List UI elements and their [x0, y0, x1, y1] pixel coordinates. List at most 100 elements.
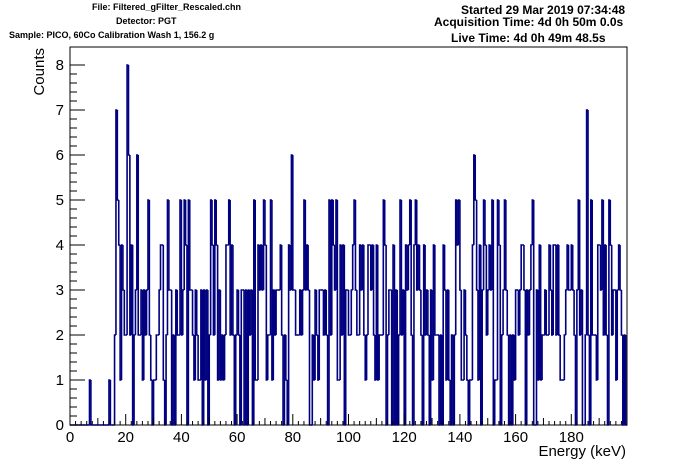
- histogram-bin: [612, 289, 615, 335]
- histogram-bin: [184, 200, 187, 246]
- histogram-bin: [292, 155, 295, 291]
- x-tick-label: 160: [503, 429, 528, 446]
- y-tick-label: 7: [56, 102, 64, 119]
- histogram-bin: [571, 245, 575, 291]
- histogram-bin: [549, 245, 552, 291]
- histogram-bin: [505, 200, 508, 291]
- histogram-bin: [413, 244, 416, 425]
- histogram-bin: [223, 334, 226, 380]
- histogram-bin: [545, 290, 548, 336]
- histogram-bin: [518, 289, 522, 335]
- histogram-bin: [162, 245, 165, 381]
- histogram-bin: [559, 335, 562, 381]
- histogram-bin: [486, 289, 490, 335]
- histogram-bin: [453, 334, 456, 425]
- histogram-bin: [127, 65, 130, 156]
- x-tick-label: 100: [336, 429, 361, 446]
- y-tick-label: 1: [56, 372, 64, 389]
- histogram-bin: [188, 200, 192, 291]
- histogram-bin: [434, 245, 437, 336]
- x-tick-label: 20: [117, 429, 134, 446]
- histogram-bin: [363, 245, 366, 336]
- histogram-bin: [584, 334, 587, 425]
- histogram-bin: [464, 290, 467, 336]
- histogram-bin: [215, 200, 218, 246]
- x-tick-label: 140: [447, 429, 472, 446]
- histogram-bin: [211, 200, 214, 246]
- histogram-bin: [90, 380, 93, 426]
- file-name-label: File: Filtered_gFilter_Rescaled.chn: [92, 2, 242, 12]
- histogram-bin: [148, 200, 151, 336]
- x-tick-label: 120: [392, 429, 417, 446]
- histogram-bin: [145, 289, 148, 335]
- histogram-bin: [116, 110, 119, 201]
- histogram-bin: [447, 290, 451, 381]
- histogram-bin: [285, 335, 288, 381]
- histogram-bin: [386, 334, 389, 425]
- histogram-bin: [232, 245, 235, 336]
- histogram-bin: [605, 245, 608, 336]
- histogram-bin: [168, 200, 171, 291]
- x-tick-label: 180: [559, 429, 584, 446]
- histogram-bin: [137, 155, 140, 336]
- x-axis-label: Energy (keV): [538, 443, 626, 460]
- histogram-bin: [240, 289, 243, 425]
- histogram-bin: [347, 290, 350, 336]
- histogram-bin: [587, 110, 590, 336]
- plot-frame: [69, 46, 628, 426]
- histogram-bin: [616, 289, 619, 380]
- histogram-bin: [165, 334, 168, 425]
- histogram-bin: [336, 200, 339, 381]
- histogram-bin: [532, 200, 536, 426]
- histogram-bin: [315, 290, 318, 336]
- histogram-bin: [506, 290, 509, 336]
- y-tick-label: 0: [56, 417, 64, 434]
- histogram-bin: [158, 289, 161, 335]
- histogram-bin: [466, 335, 469, 381]
- histogram-bin: [468, 379, 472, 425]
- histogram-bin: [591, 200, 594, 336]
- histogram-bin: [624, 335, 627, 426]
- histogram-bin: [122, 245, 125, 291]
- histogram-bin: [266, 334, 270, 380]
- histogram-bin: [280, 245, 284, 336]
- histogram-bin: [365, 334, 368, 380]
- x-tick-label: 40: [173, 429, 190, 446]
- histogram-bin: [427, 290, 430, 336]
- histogram-bin: [475, 200, 478, 291]
- y-tick-label: 6: [56, 147, 64, 164]
- histogram-bin: [530, 244, 533, 290]
- histogram-bin: [383, 200, 387, 246]
- histogram-bin: [367, 244, 370, 335]
- histogram-bin: [563, 334, 566, 380]
- y-axis-label: Counts: [31, 48, 48, 96]
- histogram-bin: [397, 334, 401, 425]
- acquisition-time-label: Acquisition Time: 4d 0h 50m 0.0s: [434, 15, 624, 29]
- histogram-bin: [134, 289, 137, 335]
- histogram-bin: [123, 290, 126, 336]
- histogram-bin: [237, 290, 240, 336]
- histogram-bin: [552, 244, 555, 335]
- x-tick-label: 0: [66, 429, 74, 446]
- histogram-bin: [418, 245, 421, 291]
- histogram-bin: [620, 290, 623, 336]
- histogram-bin: [325, 290, 328, 336]
- histogram-bin: [109, 380, 112, 426]
- histogram-bin: [493, 379, 497, 425]
- detector-label: Detector: PGT: [116, 16, 177, 26]
- histogram-bin: [181, 289, 185, 335]
- histogram-bin: [514, 289, 517, 380]
- x-tick-label: 60: [229, 429, 246, 446]
- histogram-bin: [159, 244, 162, 290]
- histogram-bin: [528, 289, 531, 335]
- histogram-bin: [564, 289, 568, 335]
- histogram-bin: [254, 200, 257, 381]
- histogram-bin: [225, 244, 228, 335]
- histogram-bin: [581, 290, 584, 426]
- histogram-bin: [308, 290, 311, 426]
- histogram-bin: [155, 334, 158, 380]
- histogram-bars: [70, 64, 627, 426]
- histogram-bin: [294, 290, 297, 336]
- histogram-bin: [344, 289, 348, 425]
- histogram-bin: [234, 334, 238, 425]
